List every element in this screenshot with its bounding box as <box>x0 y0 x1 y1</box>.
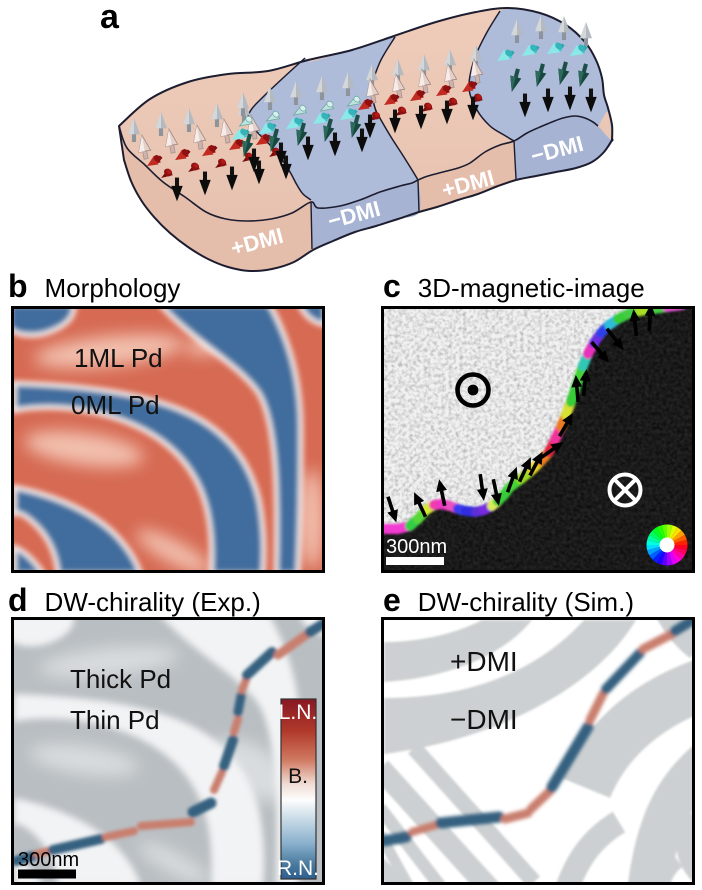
svg-text:300nm: 300nm <box>18 849 79 871</box>
svg-text:Thin Pd: Thin Pd <box>70 705 160 735</box>
svg-text:0ML Pd: 0ML Pd <box>71 390 160 420</box>
svg-text:a: a <box>100 0 120 36</box>
svg-text:B.: B. <box>288 765 308 788</box>
svg-text:300nm: 300nm <box>386 536 447 558</box>
svg-text:L.N.: L.N. <box>279 701 318 724</box>
svg-text:Thick Pd: Thick Pd <box>70 664 171 694</box>
svg-text:+DMI: +DMI <box>450 646 518 677</box>
svg-text:R.N.: R.N. <box>277 857 319 880</box>
svg-text:1ML Pd: 1ML Pd <box>74 343 163 373</box>
svg-text:−DMI: −DMI <box>450 704 518 735</box>
